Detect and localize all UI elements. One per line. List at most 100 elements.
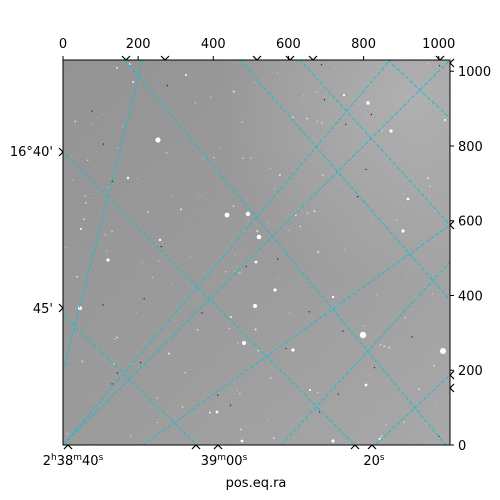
faint-star	[104, 233, 107, 236]
faint-star	[94, 396, 96, 398]
star	[242, 341, 246, 345]
faint-star	[241, 121, 244, 124]
faint-star	[181, 406, 184, 408]
faint-star	[371, 218, 373, 220]
faint-star	[84, 195, 87, 197]
dark-pixel	[143, 298, 145, 300]
dark-pixel	[285, 347, 287, 350]
grid-line-dec	[124, 60, 447, 445]
world-tick-mark	[285, 55, 291, 61]
faint-star	[156, 397, 158, 399]
world-tick-mark	[449, 374, 455, 380]
x-axis-title: pos.eq.ra	[226, 476, 287, 491]
star	[106, 258, 110, 262]
faint-star	[238, 271, 241, 274]
faint-star	[210, 96, 212, 99]
world-tick-mark	[449, 387, 455, 393]
world-tick-mark	[289, 55, 295, 61]
faint-star	[266, 222, 268, 224]
star	[331, 439, 335, 443]
faint-star	[237, 342, 239, 344]
y-tick-label: 200	[458, 364, 483, 379]
faint-star	[266, 419, 268, 421]
faint-star	[315, 91, 318, 93]
world-tick-mark	[256, 55, 262, 61]
grid-line-dec	[63, 314, 198, 445]
star	[444, 119, 446, 121]
faint-star	[122, 125, 124, 127]
faint-star	[247, 219, 249, 221]
dark-pixel	[320, 64, 323, 66]
y-tick-label: 800	[458, 140, 483, 155]
faint-star	[106, 250, 108, 252]
star	[158, 238, 162, 242]
faint-star	[229, 316, 232, 319]
world-tick-mark	[121, 55, 127, 61]
faint-star	[116, 336, 118, 339]
star	[331, 295, 335, 299]
world-tick-mark	[435, 55, 441, 61]
faint-star	[242, 157, 245, 160]
faint-star	[89, 197, 91, 199]
star	[291, 348, 295, 352]
world-tick-mark	[449, 370, 455, 376]
dark-pixel	[319, 411, 321, 413]
dark-pixel	[342, 330, 344, 332]
ra-label-3: 20s	[363, 453, 385, 469]
x-tick-label: 600	[276, 37, 301, 52]
world-tick-mark	[164, 55, 170, 61]
faint-star	[81, 360, 84, 363]
faint-star	[65, 246, 67, 249]
world-tick-mark	[449, 62, 455, 68]
star	[359, 331, 367, 339]
faint-star	[272, 437, 275, 440]
faint-star	[314, 65, 316, 67]
dark-pixel	[365, 168, 367, 170]
faint-star	[96, 117, 98, 118]
faint-star	[256, 230, 259, 233]
sky-image	[63, 60, 450, 445]
grid-line-dec	[299, 60, 450, 226]
faint-star	[288, 229, 290, 231]
faint-star	[66, 432, 69, 435]
faint-star	[74, 120, 77, 123]
world-tick-mark	[367, 444, 373, 450]
star	[366, 101, 370, 105]
faint-star	[239, 428, 242, 431]
faint-star	[333, 68, 335, 69]
faint-star	[130, 435, 132, 438]
dark-pixel	[337, 393, 339, 395]
faint-star	[276, 71, 278, 73]
faint-star	[196, 328, 199, 331]
star	[80, 228, 82, 230]
star	[342, 93, 346, 97]
world-tick-mark	[350, 444, 356, 450]
dark-pixel	[323, 99, 325, 101]
faint-star	[197, 301, 198, 303]
faint-star	[303, 95, 305, 97]
world-tick-mark	[449, 383, 455, 389]
grid-line-ra	[142, 224, 450, 445]
coordinate-grid	[63, 60, 450, 445]
y-tick-label: 1000	[458, 65, 491, 80]
world-tick-mark	[371, 444, 377, 450]
faint-star	[427, 63, 429, 65]
dark-pixel	[166, 84, 168, 87]
faint-star	[170, 196, 172, 198]
dark-pixel	[102, 304, 104, 306]
faint-star	[234, 254, 236, 256]
faint-star	[162, 242, 164, 244]
faint-star	[136, 177, 138, 179]
faint-star	[208, 411, 211, 414]
faint-star	[269, 168, 272, 170]
faint-star	[403, 421, 405, 423]
dark-pixel	[308, 311, 310, 313]
world-tick-mark	[213, 444, 219, 450]
world-tick-mark	[217, 444, 223, 450]
faint-star	[418, 388, 421, 391]
faint-star	[317, 251, 320, 254]
grid-line-dec	[63, 151, 356, 445]
dark-pixel	[439, 65, 441, 67]
dark-pixel	[411, 336, 413, 338]
grid-line-ra	[374, 374, 450, 445]
